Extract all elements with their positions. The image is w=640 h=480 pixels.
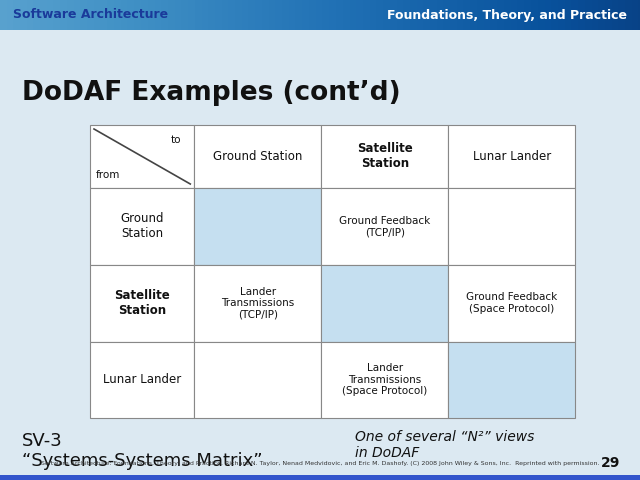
Bar <box>449 342 575 418</box>
Text: Lander
Transmissions
(TCP/IP): Lander Transmissions (TCP/IP) <box>221 287 294 320</box>
Text: “Systems-Systems Matrix”: “Systems-Systems Matrix” <box>22 452 262 470</box>
Text: Ground
Station: Ground Station <box>120 212 164 240</box>
Text: Lunar Lander: Lunar Lander <box>103 373 181 386</box>
Text: Lander
Transmissions
(Space Protocol): Lander Transmissions (Space Protocol) <box>342 363 428 396</box>
Text: SV-3: SV-3 <box>22 432 63 450</box>
Bar <box>0 475 640 480</box>
Text: Satellite
Station: Satellite Station <box>115 289 170 317</box>
Text: Ground Feedback
(Space Protocol): Ground Feedback (Space Protocol) <box>466 292 557 314</box>
Bar <box>90 188 195 265</box>
Bar <box>195 342 321 418</box>
Bar <box>195 265 321 342</box>
Bar <box>90 265 195 342</box>
Text: 29: 29 <box>600 456 620 470</box>
Text: Satellite
Station: Satellite Station <box>357 143 413 170</box>
Bar <box>449 265 575 342</box>
Text: to: to <box>171 135 182 145</box>
Bar <box>195 188 321 265</box>
Text: One of several “N²” views
in DoDAF: One of several “N²” views in DoDAF <box>355 430 534 460</box>
Bar <box>90 125 195 188</box>
Text: DoDAF Examples (cont’d): DoDAF Examples (cont’d) <box>22 80 401 106</box>
Bar <box>449 188 575 265</box>
Text: Ground Feedback
(TCP/IP): Ground Feedback (TCP/IP) <box>339 216 431 237</box>
Text: Software Architecture: Software Architecture <box>13 9 168 22</box>
Bar <box>195 125 321 188</box>
Text: Software Architecture: Foundations, Theory, and Practice. Richard N. Taylor, Nen: Software Architecture: Foundations, Theo… <box>41 461 599 466</box>
Bar <box>90 342 195 418</box>
Text: Lunar Lander: Lunar Lander <box>472 150 551 163</box>
Text: Foundations, Theory, and Practice: Foundations, Theory, and Practice <box>387 9 627 22</box>
Bar <box>321 125 449 188</box>
Text: from: from <box>96 170 120 180</box>
Bar <box>321 342 449 418</box>
Text: Ground Station: Ground Station <box>213 150 303 163</box>
Bar <box>321 265 449 342</box>
Bar <box>449 125 575 188</box>
Bar <box>321 188 449 265</box>
